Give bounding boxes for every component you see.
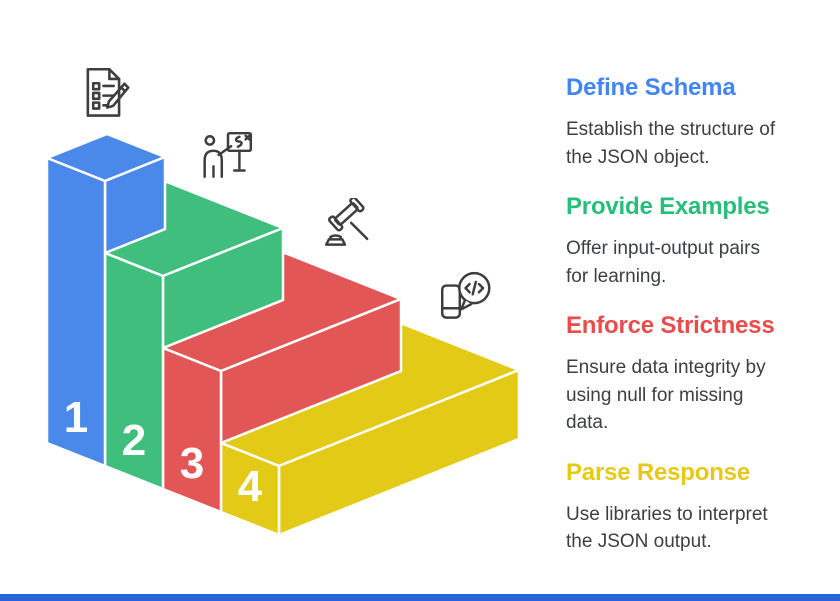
section-title: Parse Response [566, 458, 750, 486]
section-title: Enforce Strictness [566, 312, 775, 339]
step-3-number: 3 [180, 439, 204, 488]
step-4-number: 4 [238, 462, 263, 511]
section-title: Provide Examples [566, 193, 770, 220]
gavel-icon [318, 198, 376, 256]
section-description: Offer input-output pairs for learning. [566, 238, 760, 287]
step-3-block [161, 251, 403, 514]
section-title: Define Schema [566, 74, 736, 101]
step-1-number: 1 [64, 393, 88, 442]
step-1-block [45, 132, 167, 468]
section-provide-examples: Provide Examples Offer input-output pair… [566, 193, 806, 290]
step-2-number: 2 [122, 416, 146, 465]
steps-text-panel: Define Schema Establish the structure of… [566, 74, 806, 578]
section-parse-response: Parse Response Use libraries to interpre… [566, 459, 806, 556]
section-description: Use libraries to interpret the JSON outp… [566, 503, 768, 553]
phone-code-bubble-icon [435, 268, 497, 330]
footer-accent-bar [0, 594, 840, 601]
staircase-3d: 1 2 3 4 [45, 132, 521, 537]
document-schema-pencil-icon [76, 66, 132, 122]
presenter-whiteboard-icon [200, 128, 256, 184]
section-description: Ensure data integrity by using null for … [566, 357, 766, 433]
step-1-left-face [45, 156, 107, 468]
section-define-schema: Define Schema Establish the structure of… [566, 74, 806, 171]
step-4-block [219, 322, 521, 537]
section-description: Establish the structure of the JSON obje… [566, 119, 776, 168]
section-enforce-strictness: Enforce Strictness Ensure data integrity… [566, 312, 806, 437]
